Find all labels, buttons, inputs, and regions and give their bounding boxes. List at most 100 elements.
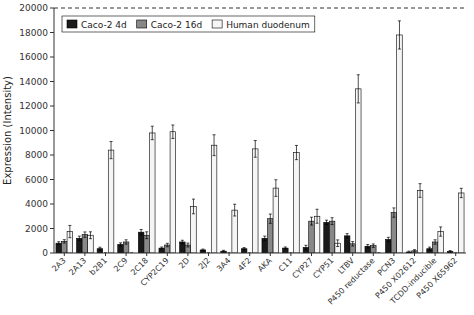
x-tick-label: 3A4 [215, 256, 232, 273]
y-tick-label: 20000 [19, 3, 48, 13]
y-tick-label: 0 [42, 248, 48, 258]
legend-label: Human duodenum [226, 20, 310, 30]
y-tick-label: 14000 [19, 77, 48, 87]
bars [56, 21, 464, 253]
bar [232, 210, 238, 253]
y-tick [50, 8, 54, 9]
bar [149, 133, 155, 253]
x-axis-line [54, 253, 466, 254]
bar [309, 221, 315, 253]
error-bar [304, 245, 307, 249]
y-tick-label: 12000 [19, 101, 48, 111]
y-axis-line [54, 8, 55, 253]
error-bar [263, 236, 266, 240]
x-tick-label: C11 [277, 256, 295, 274]
bar [170, 132, 176, 253]
y-tick [50, 57, 54, 58]
error-bar [274, 180, 277, 197]
error-bar [449, 251, 452, 253]
y-axis-label: Expression (Intensity) [2, 76, 13, 185]
error-bar [78, 236, 81, 240]
x-tick-label: AKA [256, 256, 274, 274]
bar [344, 236, 350, 253]
x-tick [311, 253, 312, 256]
x-tick-label: 2A3 [50, 256, 67, 273]
x-tick [208, 253, 209, 256]
x-tick-label: P450 reductase [326, 256, 377, 307]
error-bar [145, 232, 148, 239]
error-bar [398, 21, 401, 49]
error-bar [171, 125, 174, 138]
x-tick [105, 253, 106, 256]
bar [458, 193, 464, 253]
x-tick [126, 253, 127, 256]
error-bar [392, 208, 395, 217]
bar [273, 188, 279, 253]
x-tick [270, 253, 271, 256]
chart: 0200040006000800010000120001400016000180… [0, 0, 474, 315]
x-tick-label: CYP51 [311, 256, 335, 280]
error-bar [68, 225, 71, 237]
x-tick [352, 253, 353, 256]
legend-box [62, 16, 315, 32]
x-tick-label: CYP2C19 [139, 256, 171, 288]
y-tick-label: 2000 [25, 224, 48, 234]
x-tick-label: 4F2 [236, 256, 253, 273]
error-bar [460, 188, 463, 197]
error-bar [310, 217, 313, 225]
x-tick [249, 253, 250, 256]
y-tick-label: 8000 [25, 150, 48, 160]
x-tick [290, 253, 291, 256]
x-tick-label: 2A13 [67, 256, 88, 277]
bar [329, 221, 335, 253]
y-tick [50, 32, 54, 33]
error-bar [243, 248, 246, 250]
y-tick [50, 204, 54, 205]
error-bar [166, 243, 169, 246]
y-tick [50, 253, 54, 254]
y-tick [50, 155, 54, 156]
error-bar [125, 240, 128, 244]
x-tick [455, 253, 456, 256]
x-tick [393, 253, 394, 256]
legend-swatch [212, 20, 222, 28]
legend-swatch [67, 20, 77, 28]
y-tick [50, 228, 54, 229]
y-tick-label: 16000 [19, 52, 48, 62]
x-tick-label: 2D [177, 256, 191, 270]
error-bar [346, 234, 349, 238]
error-bar [428, 247, 431, 250]
bar [294, 153, 300, 253]
error-bar [213, 135, 216, 156]
y-tick-label: 4000 [25, 199, 48, 209]
error-bar [160, 247, 163, 249]
legend-label: Caco-2 4d [81, 20, 127, 30]
x-tick-label: P450 X65962 [415, 256, 459, 300]
y-tick [50, 130, 54, 131]
y-tick [50, 81, 54, 82]
y-tick-label: 18000 [19, 28, 48, 38]
error-bar [366, 245, 369, 248]
x-tick-label: CYP27 [291, 256, 315, 280]
error-bar [419, 184, 422, 198]
error-bar [284, 247, 287, 249]
legend: Caco-2 4d Caco-2 16d Human duodenum [62, 16, 315, 32]
error-bar [413, 250, 416, 252]
error-bar [439, 227, 442, 236]
legend-swatch [137, 20, 147, 28]
x-tick [414, 253, 415, 256]
y-tick-label: 6000 [25, 175, 48, 185]
x-tick [435, 253, 436, 256]
x-tick [332, 253, 333, 256]
error-bar [254, 141, 257, 158]
legend-label: Caco-2 16d [151, 20, 202, 30]
error-bar [89, 232, 92, 239]
reference-line [54, 8, 466, 9]
error-bar [57, 242, 60, 245]
bar [211, 145, 217, 253]
error-bar [110, 142, 113, 159]
x-tick [84, 253, 85, 256]
error-bar [186, 243, 189, 247]
error-bar [233, 204, 236, 216]
error-bar [151, 126, 154, 139]
